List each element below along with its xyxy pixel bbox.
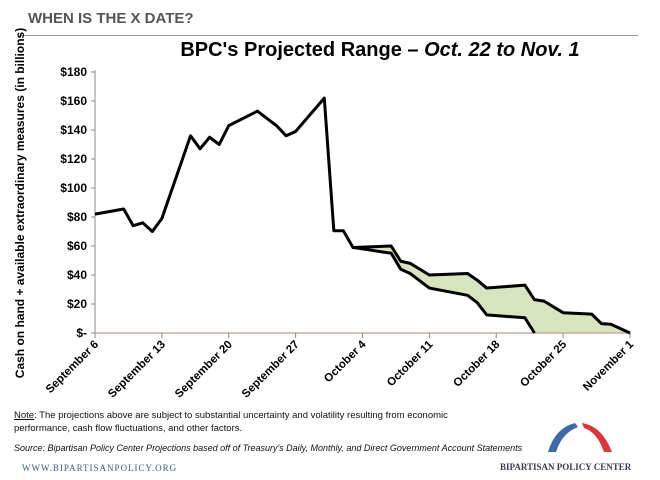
y-tick-label: $160 (60, 94, 87, 108)
note: Note: The projections above are subject … (14, 409, 474, 435)
x-tick-label: October 11 (385, 338, 436, 389)
x-tick-label: September 6 (44, 339, 101, 396)
chart-title: BPC's Projected Range – Oct. 22 to Nov. … (0, 39, 660, 62)
chart-title-main: BPC's Projected Range – (180, 39, 425, 61)
y-tick-label: $60 (67, 239, 87, 253)
y-tick-label: $80 (67, 210, 87, 224)
x-tick-label: November 1 (581, 338, 636, 393)
x-tick-label: September 20 (173, 339, 235, 401)
header-divider (18, 35, 638, 36)
logo-text: BIPARTISAN POLICY CENTER (500, 462, 632, 472)
y-tick-label: $40 (67, 268, 87, 282)
note-text: : The projections above are subject to s… (14, 410, 448, 434)
lower-projection-line (352, 245, 536, 334)
x-tick-label: October 18 (451, 338, 502, 389)
y-tick-label: $- (76, 326, 87, 340)
y-tick-label: $100 (60, 181, 87, 195)
y-tick-label: $140 (60, 123, 87, 137)
projected-range-area (352, 246, 630, 333)
y-tick-label: $180 (60, 65, 87, 79)
x-tick-label: September 27 (240, 339, 302, 401)
header-title: WHEN IS THE X DATE? (28, 10, 194, 27)
y-tick-label: $20 (67, 297, 87, 311)
website-link[interactable]: WWW.BIPARTISANPOLICY.ORG (22, 463, 178, 473)
y-axis-label: Cash on hand + available extraordinary m… (13, 28, 27, 378)
x-tick-label: October 4 (322, 338, 369, 385)
chart-title-range: Oct. 22 to Nov. 1 (424, 39, 580, 61)
upper-projection-line (94, 96, 631, 335)
source-text: Source: Bipartisan Policy Center Project… (14, 443, 523, 453)
y-tick-label: $120 (60, 152, 87, 166)
x-tick-label: September 13 (106, 339, 168, 401)
x-tick-label: October 25 (518, 338, 569, 389)
note-label: Note (14, 410, 35, 421)
